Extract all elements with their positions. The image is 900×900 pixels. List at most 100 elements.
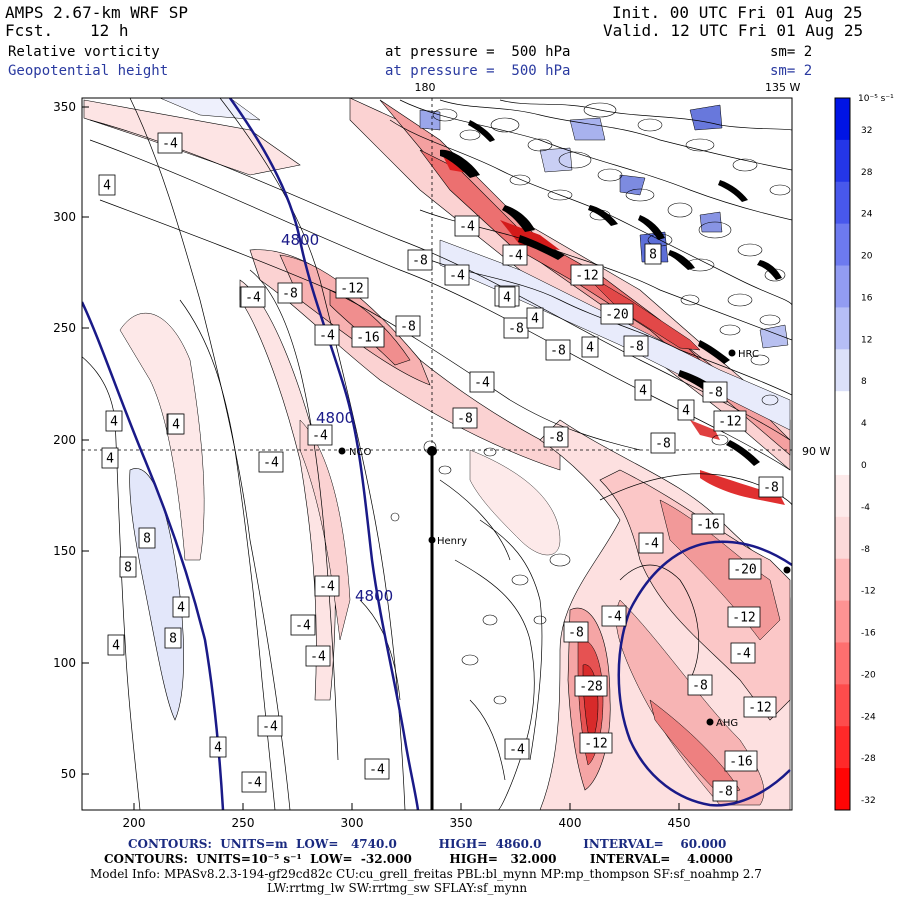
vorticity-label: -4 (469, 371, 495, 393)
field1-smoothing: sm= 2 (770, 44, 813, 60)
svg-text:4: 4 (112, 639, 120, 654)
vorticity-label: -8 (650, 432, 676, 454)
colorbar-frame (834, 97, 851, 811)
vorticity-label: -4 (307, 424, 333, 446)
colorbar-segment (835, 642, 850, 685)
x-tick-label: 350 (450, 816, 473, 830)
svg-text:-8: -8 (548, 431, 564, 446)
colorbar-segment (835, 98, 850, 141)
valid-time: Valid. 12 UTC Fri 01 Aug 25 (603, 21, 864, 40)
svg-text:4: 4 (531, 312, 539, 327)
map-field-layer: Henry NCO HRC AHG 4800 4800 4800 -44-44-… (82, 98, 792, 810)
vorticity-label: 4 (105, 410, 123, 432)
colorbar-segment (835, 768, 850, 811)
svg-text:4: 4 (503, 291, 511, 306)
colorbar-tick-label: 4 (861, 419, 867, 429)
vorticity-label: -8 (712, 780, 738, 802)
colorbar-tick-label: -28 (861, 754, 876, 764)
colorbar-segment (835, 391, 850, 434)
vorticity-label: 4 (107, 634, 125, 656)
svg-text:4: 4 (172, 418, 180, 433)
vorticity-label: -4 (241, 771, 267, 793)
svg-text:-12: -12 (748, 701, 771, 716)
vorticity-label: -4 (305, 645, 331, 667)
svg-text:-20: -20 (605, 308, 628, 323)
field2-smoothing: sm= 2 (770, 63, 813, 79)
colorbar-segment (835, 516, 850, 560)
station-label-hrc: HRC (738, 349, 759, 360)
svg-text:8: 8 (124, 561, 132, 576)
svg-text:8: 8 (649, 248, 657, 263)
field1-name: Relative vorticity (8, 44, 160, 60)
svg-text:-4: -4 (310, 650, 326, 665)
svg-text:-4: -4 (319, 329, 335, 344)
svg-text:4: 4 (214, 741, 222, 756)
colorbar-tick-label: 16 (861, 293, 873, 303)
svg-text:-4: -4 (459, 220, 475, 235)
height-label-4800-north: 4800 (281, 231, 319, 249)
svg-text:8: 8 (143, 532, 151, 547)
colorbar-segment (835, 726, 850, 769)
svg-text:-16: -16 (356, 331, 379, 346)
vorticity-label: 4 (634, 379, 652, 401)
svg-text:-12: -12 (718, 415, 741, 430)
svg-text:-28: -28 (579, 680, 602, 695)
vorticity-label: -12 (727, 606, 761, 628)
vorticity-label: -4 (258, 451, 284, 473)
colorbar-segment (835, 600, 850, 643)
vorticity-label: -8 (543, 426, 569, 448)
svg-text:-16: -16 (729, 755, 752, 770)
vorticity-contour-info: CONTOURS: UNITS=10⁻⁵ s⁻¹ LOW= -32.000 HI… (104, 852, 733, 866)
y-tick-label: 300 (53, 210, 76, 224)
x-tick-label: 300 (341, 816, 364, 830)
field2-level: at pressure = 500 hPa (385, 63, 571, 79)
colorbar-tick-label: 12 (861, 335, 872, 345)
x-tick-label: 200 (123, 816, 146, 830)
station-dot-ahg (706, 718, 714, 726)
vorticity-label: 8 (644, 243, 662, 265)
svg-text:-16: -16 (696, 518, 719, 533)
vorticity-label: 4 (498, 286, 516, 308)
vorticity-label: 8 (138, 527, 156, 549)
vorticity-label: -8 (395, 315, 421, 337)
svg-text:-8: -8 (707, 386, 723, 401)
station-label-nco: NCO (349, 447, 371, 458)
forecast-label: Fcst. (5, 21, 54, 40)
svg-text:-4: -4 (295, 619, 311, 634)
svg-text:-8: -8 (692, 679, 708, 694)
colorbar-tick-label: -4 (861, 503, 870, 513)
colorbar-tick-label: -16 (861, 629, 876, 639)
colorbar-tick-label: -32 (861, 796, 876, 806)
lon-label-90w: 90 W (802, 445, 830, 458)
vorticity-label: -8 (758, 476, 784, 498)
colorbar-unit-label: 10⁻⁵ s⁻¹ (858, 94, 894, 104)
vorticity-label: -12 (579, 732, 613, 754)
colorbar-tick-label: 24 (861, 210, 873, 220)
svg-text:-12: -12 (732, 611, 755, 626)
vorticity-label: -12 (743, 696, 777, 718)
colorbar-segment (835, 307, 850, 350)
colorbar-segment (835, 223, 850, 267)
svg-text:-8: -8 (550, 344, 566, 359)
svg-text:-4: -4 (319, 580, 335, 595)
svg-text:4: 4 (682, 404, 690, 419)
colorbar-segment (835, 181, 850, 225)
vorticity-label: -8 (687, 674, 713, 696)
x-tick-label: 400 (559, 816, 582, 830)
station-label-henry: Henry (437, 536, 467, 547)
lon-label-180: 180 (415, 81, 436, 94)
vorticity-label: -8 (623, 335, 649, 357)
south-pole-marker (427, 446, 437, 456)
y-tick-label: 150 (53, 544, 76, 558)
svg-text:8: 8 (169, 632, 177, 647)
vorticity-label: 4 (581, 336, 599, 358)
vorticity-label: -12 (713, 410, 747, 432)
station-label-ahg: AHG (716, 718, 738, 729)
vorticity-label: -8 (277, 282, 303, 304)
station-dot-hrc (728, 349, 736, 357)
vorticity-label: -12 (570, 264, 604, 286)
svg-text:-8: -8 (628, 340, 644, 355)
vorticity-label: -4 (454, 215, 480, 237)
svg-text:-8: -8 (717, 785, 733, 800)
colorbar-segment (835, 349, 850, 392)
